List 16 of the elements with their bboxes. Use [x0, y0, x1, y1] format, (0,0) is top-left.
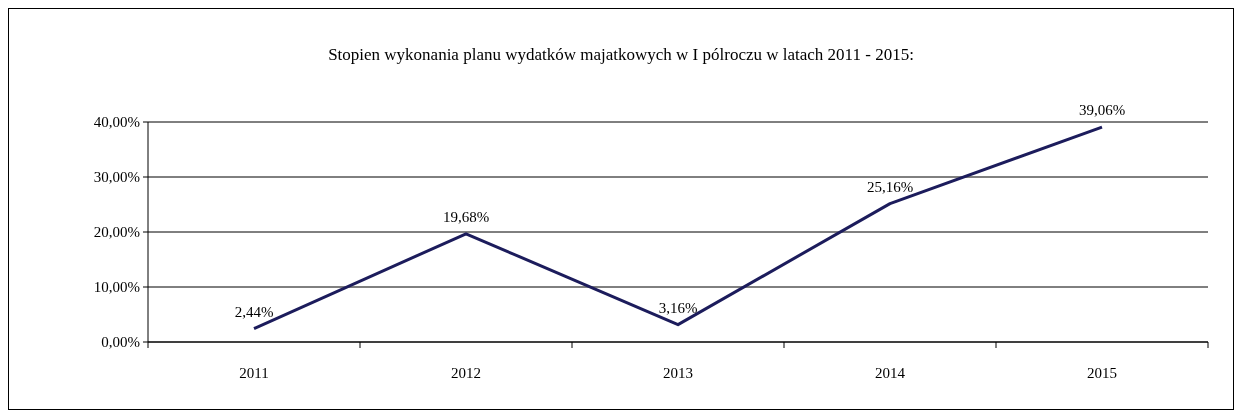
data-label: 19,68% — [442, 208, 490, 225]
data-label: 3,16% — [658, 299, 698, 316]
data-label: 25,16% — [866, 178, 914, 195]
x-tick-label: 2012 — [451, 365, 481, 381]
y-tick-label: 0,00% — [101, 334, 140, 351]
y-tick-label: 20,00% — [93, 224, 140, 241]
x-tick-label: 2011 — [239, 365, 269, 381]
x-tick-label: 2013 — [663, 365, 693, 381]
data-label: 2,44% — [234, 303, 274, 320]
x-tick-label: 2014 — [875, 365, 906, 381]
y-tick-label: 10,00% — [93, 279, 140, 296]
y-tick-label: 40,00% — [93, 114, 140, 131]
data-label: 39,06% — [1078, 102, 1126, 119]
y-tick-label: 30,00% — [93, 169, 140, 186]
x-tick-label: 2015 — [1087, 365, 1117, 381]
chart-title: Stopien wykonania planu wydatków majatkowych w I pólroczu w latach 2011 - 2015: — [328, 45, 914, 64]
